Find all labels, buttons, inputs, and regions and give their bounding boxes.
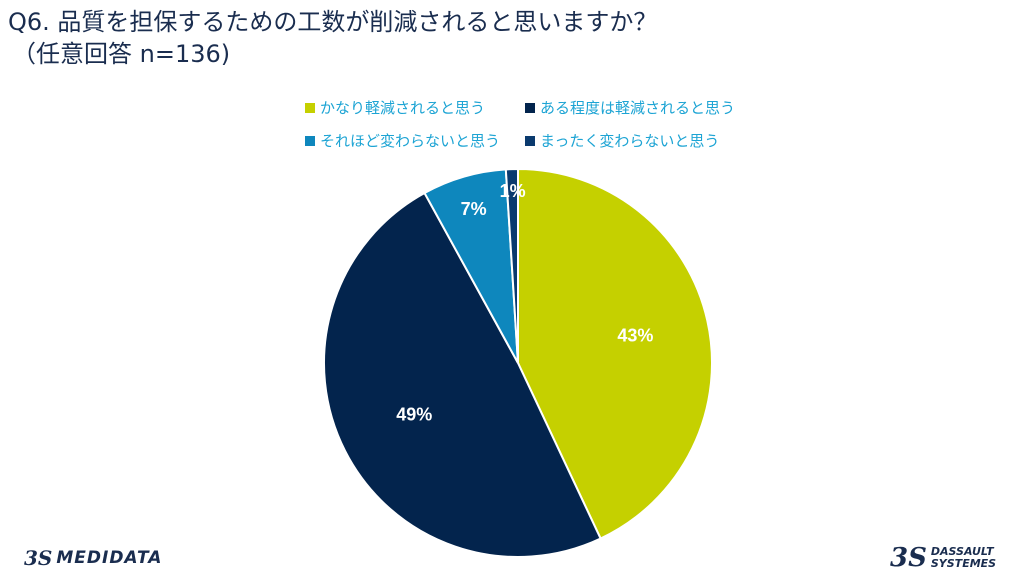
pie-label-1: 49% [396, 405, 432, 425]
legend-item-0: かなり軽減されると思う [305, 97, 485, 118]
legend-item-2: それほど変わらないと思う [305, 130, 500, 151]
pie-label-3: 1% [500, 181, 526, 201]
legend-swatch-2 [305, 135, 315, 146]
legend-swatch-3 [525, 135, 535, 146]
legend-label-0: かなり軽減されると思う [320, 99, 486, 117]
dassault-wordmark: DASSAULT SYSTEMES [931, 546, 996, 570]
legend-label-2: それほど変わらないと思う [320, 132, 501, 150]
medidata-wordmark: MEDIDATA [56, 548, 163, 568]
legend-swatch-1 [525, 102, 535, 113]
chart-title: Q6. 品質を担保するための工数が削減されると思いますか？ （任意回答 n=13… [8, 6, 657, 70]
legend-item-1: ある程度は軽減されると思う [525, 97, 735, 118]
pie-slice-3 [504, 167, 519, 364]
dassault-line2: SYSTEMES [930, 557, 997, 570]
ds-logo-icon: 3S [24, 546, 53, 570]
ds-logo-icon-right: 3S [890, 543, 927, 573]
legend-label-1: ある程度は軽減されると思う [540, 99, 736, 117]
dassault-logo: 3S DASSAULT SYSTEMES [890, 540, 996, 576]
pie-slice-1 [323, 191, 602, 558]
dassault-line1: DASSAULT [930, 545, 994, 558]
legend-item-3: まったく変わらないと思う [525, 130, 719, 151]
pie-label-0: 43% [617, 326, 653, 346]
pie-label-2: 7% [461, 199, 487, 219]
chart-title-line2: （任意回答 n=136) [12, 40, 231, 68]
pie-slice-0 [517, 167, 713, 540]
chart-title-line1: Q6. 品質を担保するための工数が削減されると思いますか？ [8, 8, 658, 36]
legend-swatch-0 [305, 102, 315, 113]
medidata-logo: 3S MEDIDATA [24, 545, 162, 571]
legend-label-3: まったく変わらないと思う [540, 132, 720, 150]
